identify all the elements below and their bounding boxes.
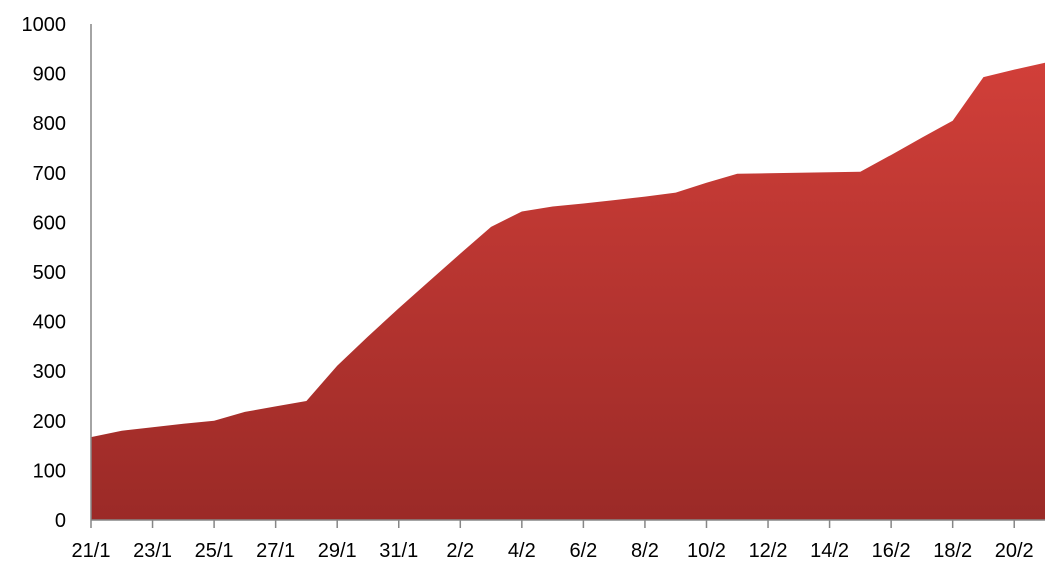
x-tick-label: 10/2 — [687, 540, 726, 562]
y-tick-label: 800 — [33, 113, 66, 135]
y-tick-label: 600 — [33, 212, 66, 234]
y-tick-label: 500 — [33, 262, 66, 284]
x-tick-label: 4/2 — [508, 540, 536, 562]
x-tick-label: 2/2 — [446, 540, 474, 562]
x-tick-label: 31/1 — [379, 540, 418, 562]
y-tick-label: 1000 — [22, 14, 67, 36]
x-tick-label: 18/2 — [933, 540, 972, 562]
x-tick-label: 21/1 — [72, 540, 111, 562]
x-axis-ticks — [90, 520, 1015, 528]
y-tick-label: 100 — [33, 460, 66, 482]
y-tick-label: 900 — [33, 64, 66, 86]
y-axis-tick-labels: 0 100 200 300 400 500 600 700 800 900 1000 — [22, 14, 67, 532]
y-tick-label: 400 — [33, 312, 66, 334]
y-tick-label: 700 — [33, 163, 66, 185]
x-tick-label: 14/2 — [810, 540, 849, 562]
x-tick-label: 20/2 — [995, 540, 1034, 562]
y-tick-label: 300 — [33, 361, 66, 383]
y-tick-label: 200 — [33, 411, 66, 433]
series-area — [91, 62, 1045, 520]
x-axis-tick-labels: 21/1 23/1 25/1 27/1 29/1 31/1 2/2 4/2 6/2 8/2 10/2… — [72, 540, 1034, 562]
x-tick-label: 29/1 — [318, 540, 357, 562]
x-tick-label: 16/2 — [872, 540, 911, 562]
x-tick-label: 12/2 — [749, 540, 788, 562]
y-tick-label: 0 — [55, 510, 66, 532]
x-tick-label: 23/1 — [133, 540, 172, 562]
x-tick-label: 27/1 — [256, 540, 295, 562]
x-tick-label: 25/1 — [195, 540, 234, 562]
x-tick-label: 8/2 — [631, 540, 659, 562]
x-tick-label: 6/2 — [569, 540, 597, 562]
